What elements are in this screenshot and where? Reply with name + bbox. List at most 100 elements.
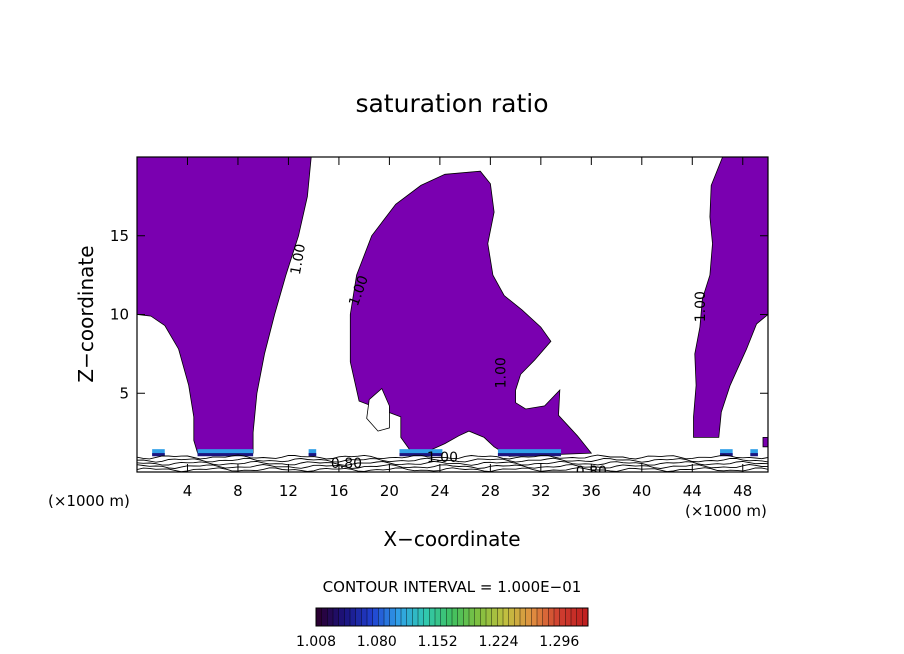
x-tick-label: 28 — [481, 482, 500, 500]
colorbar-cell — [367, 608, 373, 626]
colorbar-cell — [355, 608, 362, 626]
x-tick-label: 44 — [683, 482, 702, 500]
x-tick-label: 24 — [430, 482, 449, 500]
plot-area: 1.001.001.001.001.000.80 0.80 — [137, 157, 768, 472]
cloud-base-band-dark — [152, 453, 165, 457]
surface-contour-line — [137, 454, 768, 460]
contour-label: 1.00 — [427, 450, 458, 466]
colorbar-cell — [316, 608, 322, 626]
cloud-base-band — [497, 449, 562, 456]
colorbar-cell — [406, 608, 413, 626]
colorbar-cell — [508, 608, 515, 626]
colorbar-cell — [486, 608, 492, 626]
x-tick-label: 36 — [582, 482, 601, 500]
colorbar-cell — [474, 608, 481, 626]
x-tick-label: 48 — [733, 482, 752, 500]
x-tick-label: 4 — [183, 482, 193, 500]
colorbar-cell — [542, 608, 549, 626]
colorbar-cell — [378, 608, 385, 626]
colorbar-cell — [361, 608, 368, 626]
filled-region-right-plume — [693, 157, 768, 438]
y-axis-title: Z−coordinate — [74, 245, 98, 382]
colorbar-cell — [554, 608, 560, 626]
surface-contour-line — [137, 464, 768, 469]
cloud-base-band — [152, 449, 165, 456]
y-tick-label: 15 — [110, 227, 129, 245]
x-tick-label: 8 — [233, 482, 243, 500]
colorbar-cell — [565, 608, 572, 626]
colorbar-tick-label: 1.296 — [539, 634, 579, 650]
cloud-base-band — [720, 449, 733, 456]
colorbar-cell — [412, 608, 419, 626]
contour-label: 1.00 — [288, 243, 309, 276]
colorbar-cell — [418, 608, 424, 626]
filled-region-central-plume — [349, 170, 593, 457]
colorbar-tick-label: 1.224 — [478, 634, 518, 650]
contour-interval-text: CONTOUR INTERVAL = 1.000E−01 — [323, 578, 582, 596]
contour-label: 1.00 — [693, 291, 709, 322]
colorbar-tick-labels: 1.008 1.080 1.152 1.224 1.296 — [296, 634, 579, 650]
x-axis-ticks: 4 8 12 16 20 24 28 32 36 40 44 48 — [183, 157, 752, 500]
colorbar-cell — [503, 608, 509, 626]
colorbar-cell — [559, 608, 566, 626]
colorbar-cell — [452, 608, 458, 626]
surface-contour-line — [137, 467, 768, 472]
colorbar-cell — [327, 608, 334, 626]
x-unit-label-right: (×1000 m) — [685, 502, 767, 520]
colorbar-cell — [384, 608, 390, 626]
cloud-base-band — [750, 449, 758, 456]
cloud-base-band — [308, 449, 317, 456]
cloud-base-band-dark — [399, 453, 443, 457]
cloud-base-band-dark — [197, 453, 254, 457]
colorbar-cell — [480, 608, 487, 626]
colorbar-cell — [389, 608, 396, 626]
colorbar-cell — [401, 608, 407, 626]
chart-title: saturation ratio — [355, 89, 548, 118]
cloud-base-band — [197, 449, 254, 456]
colorbar-cell — [338, 608, 345, 626]
filled-region-small-right-band — [762, 436, 768, 448]
colorbar — [315, 607, 589, 627]
x-unit-label-left: (×1000 m) — [48, 492, 130, 510]
colorbar-cell — [457, 608, 464, 626]
cloud-base-band-dark — [720, 453, 733, 457]
x-tick-label: 32 — [531, 482, 550, 500]
y-tick-label: 5 — [119, 384, 129, 402]
colorbar-cell — [571, 608, 577, 626]
x-axis-title: X−coordinate — [383, 527, 520, 551]
x-tick-label: 16 — [329, 482, 348, 500]
colorbar-cell — [531, 608, 538, 626]
x-tick-label: 40 — [632, 482, 651, 500]
colorbar-cell — [514, 608, 521, 626]
colorbar-cell — [576, 608, 583, 626]
surface-contour-line — [137, 457, 768, 463]
filled-region-left-plume — [137, 157, 312, 454]
colorbar-cell — [372, 608, 379, 626]
colorbar-tick-label: 1.080 — [357, 634, 397, 650]
colorbar-cell — [446, 608, 453, 626]
cloud-base-band-dark — [308, 453, 317, 457]
cloud-base-band-dark — [497, 453, 562, 457]
colorbar-cell — [537, 608, 543, 626]
colorbar-cell — [497, 608, 504, 626]
colorbar-cell — [440, 608, 447, 626]
colorbar-cell — [548, 608, 555, 626]
colorbar-cell — [429, 608, 436, 626]
colorbar-tick-label: 1.152 — [418, 634, 458, 650]
surface-contour-line — [137, 460, 768, 466]
x-tick-label: 20 — [380, 482, 399, 500]
colorbar-frame — [315, 607, 589, 627]
colorbar-cell — [463, 608, 470, 626]
cloud-base-band-dark — [750, 453, 758, 457]
cloud-base-band — [399, 449, 443, 456]
colorbar-cell — [469, 608, 475, 626]
hole-central-hole — [366, 387, 390, 432]
colorbar-cell — [321, 608, 328, 626]
y-axis-ticks: 5 10 15 — [110, 227, 768, 402]
colorbar-cell — [491, 608, 498, 626]
colorbar-cell — [350, 608, 356, 626]
colorbar-cell — [423, 608, 430, 626]
colorbar-cell — [520, 608, 526, 626]
colorbar-cell — [582, 608, 589, 626]
